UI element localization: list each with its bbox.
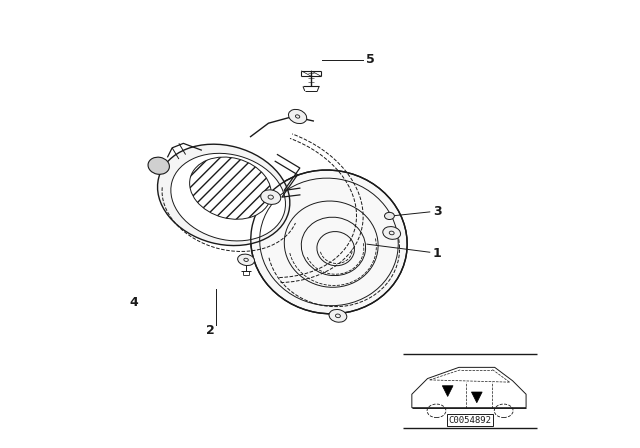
Text: 5: 5 — [366, 53, 374, 66]
Polygon shape — [442, 386, 453, 396]
Ellipse shape — [189, 157, 271, 219]
Ellipse shape — [251, 170, 407, 314]
Ellipse shape — [385, 212, 394, 220]
Ellipse shape — [148, 157, 170, 174]
Ellipse shape — [260, 190, 281, 204]
Polygon shape — [472, 392, 482, 403]
Ellipse shape — [383, 227, 401, 239]
Ellipse shape — [329, 310, 347, 322]
Ellipse shape — [237, 254, 255, 266]
Text: C0054892: C0054892 — [449, 416, 492, 425]
Ellipse shape — [289, 109, 307, 124]
Text: 2: 2 — [206, 323, 214, 337]
Text: 3: 3 — [433, 205, 442, 219]
Ellipse shape — [171, 153, 285, 241]
Text: 4: 4 — [130, 296, 138, 309]
Text: 1: 1 — [433, 247, 442, 260]
Ellipse shape — [157, 144, 290, 246]
